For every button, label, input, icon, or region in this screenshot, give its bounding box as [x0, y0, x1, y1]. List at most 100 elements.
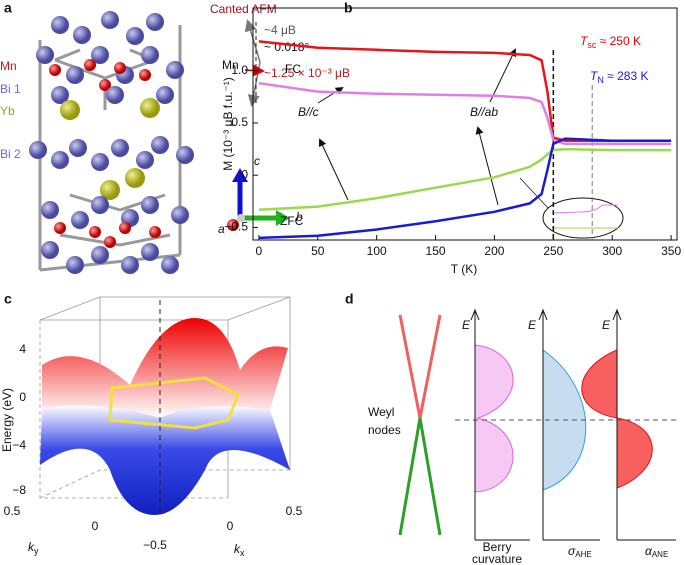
energy-tick: 0	[19, 390, 26, 404]
legend-yb: Yb	[0, 104, 15, 118]
axis-label: a	[218, 222, 225, 236]
atom	[60, 100, 80, 120]
ane-main: α	[645, 544, 653, 558]
spin-arrow	[244, 19, 261, 63]
atom	[139, 69, 151, 81]
axis-origin	[237, 214, 245, 222]
atom	[125, 168, 145, 188]
atom	[89, 226, 101, 238]
atom	[51, 86, 69, 104]
annotation: B//ab	[470, 105, 498, 119]
ky-tick: 0.5	[4, 504, 21, 518]
panel-label: c	[4, 291, 12, 307]
ahe-sub: AHE	[575, 550, 591, 559]
x-tick-label: 50	[311, 244, 325, 258]
berry-curve	[474, 344, 514, 493]
atom	[111, 139, 129, 157]
arrow	[317, 86, 344, 104]
ane-label: αANE	[645, 544, 668, 559]
atom	[140, 98, 160, 118]
series-line	[258, 40, 672, 142]
legend-mn: Mn	[0, 59, 17, 73]
atom	[121, 256, 139, 274]
atom	[104, 236, 116, 248]
energy-tick: −4	[12, 438, 26, 452]
y-axis-label: Energy (eV)	[0, 388, 14, 452]
canted-label: Canted AFM	[210, 2, 277, 16]
kx-main: k	[234, 542, 241, 556]
plot-frame	[252, 7, 678, 241]
energy-tick: 4	[19, 342, 26, 356]
ky-main: k	[28, 540, 35, 554]
legend-bi2: Bi 2	[0, 147, 21, 161]
atom	[66, 66, 84, 84]
energy-label: E	[528, 318, 537, 332]
moment-small: ~1.25 × 10⁻³ μB	[264, 66, 350, 80]
tn-main: T	[590, 69, 599, 83]
atom	[54, 222, 66, 234]
lower-band	[40, 405, 290, 515]
kx-tick: −0.5	[143, 538, 167, 552]
bond	[39, 253, 181, 272]
panel-a: a Mn Bi 1 Yb Bi 2 Canted AFM ~4 μB ~ 0.0…	[0, 0, 350, 274]
tn-sub: N	[597, 75, 604, 85]
axis-label: b	[296, 210, 303, 224]
bond	[54, 48, 81, 62]
atom	[141, 243, 159, 261]
x-tick-label: 250	[543, 244, 563, 258]
atom	[99, 79, 111, 91]
atom	[66, 256, 84, 274]
atom	[141, 46, 159, 64]
atom	[73, 26, 91, 44]
y-tick-label: 1.0	[231, 63, 248, 77]
arrow	[489, 48, 517, 103]
atom	[136, 151, 154, 169]
atom	[84, 59, 96, 71]
atom	[156, 86, 174, 104]
x-tick-label: 0	[256, 244, 263, 258]
kx-label: kx	[234, 542, 245, 558]
ahe-label: σAHE	[568, 544, 592, 559]
y-tick-label: 0.5	[231, 115, 248, 129]
weyl-label: nodes	[368, 423, 401, 437]
atom	[91, 196, 109, 214]
tn-rest: ≈ 283 K	[604, 69, 649, 83]
bond	[119, 233, 171, 247]
atom	[161, 256, 179, 274]
atom	[101, 11, 119, 29]
atom	[71, 211, 89, 229]
atom	[41, 241, 59, 259]
ky-tick: 0	[92, 519, 99, 533]
y-tick-label: 0	[241, 167, 248, 181]
x-tick-label: 150	[426, 244, 446, 258]
arrow	[475, 126, 499, 206]
ky-label: ky	[28, 540, 39, 556]
annotation: FC	[285, 62, 301, 76]
legend-bi1: Bi 1	[0, 82, 21, 96]
kx-tick: 0	[227, 519, 234, 533]
x-tick-label: 300	[602, 244, 622, 258]
ky-sub: y	[34, 546, 39, 556]
atom	[91, 46, 109, 64]
inset-link	[519, 177, 549, 209]
moment-large: ~4 μB	[264, 23, 296, 37]
axis-heads	[470, 308, 622, 321]
panel-b: b M (10⁻³ μB f.u.⁻¹) T (K) FC ZFC B//c B…	[221, 0, 681, 276]
atom	[149, 226, 161, 238]
atom	[119, 222, 131, 234]
atom	[166, 61, 184, 79]
energy-tick: −8	[12, 483, 26, 497]
axis-label: c	[254, 154, 260, 168]
weyl-label: Weyl	[368, 405, 394, 419]
atom	[29, 141, 47, 159]
atom	[171, 206, 189, 224]
atom	[126, 27, 144, 45]
cone-upper	[398, 314, 422, 419]
mn-label: Mn	[222, 58, 239, 72]
atom	[151, 136, 169, 154]
x-tick-label: 100	[367, 244, 387, 258]
tsc-rest: ≈ 250 K	[596, 34, 641, 48]
panel-c: c 4 0 −4 −8 Energy (eV) 0.5 0 −0.5 0 0.5…	[0, 291, 302, 559]
panel-label: a	[4, 0, 12, 16]
